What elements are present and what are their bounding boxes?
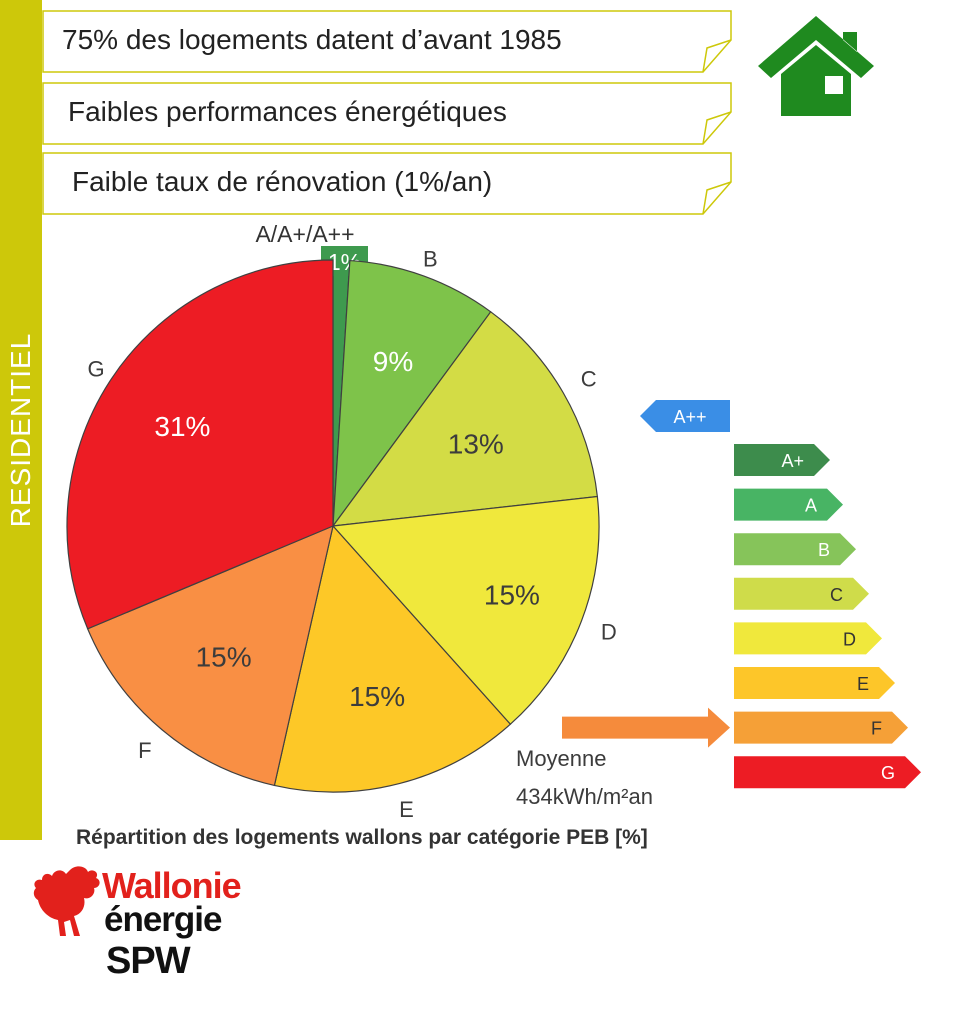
chart-title: Répartition des logements wallons par ca… bbox=[76, 826, 648, 849]
peb-bar-label-d: D bbox=[843, 629, 856, 649]
banner-frame-icon bbox=[42, 152, 732, 215]
peb-bar-label-f: F bbox=[871, 719, 882, 739]
peb-pie-chart: 1%A/A+/A++9%B13%C15%D15%E15%F31%GA++A+AB… bbox=[66, 221, 921, 822]
peb-bar-b bbox=[734, 533, 856, 566]
banner-performance-text: Faibles performances énergétiques bbox=[68, 96, 507, 127]
slice-value-label-c: 13% bbox=[448, 429, 504, 460]
peb-bar-c bbox=[734, 577, 869, 610]
pie-slice-g bbox=[66, 259, 334, 630]
peb-bar-label-a: A+ bbox=[781, 451, 804, 471]
average-value: 434kWh/m²an bbox=[516, 784, 653, 809]
logo-wallonie-text: Wallonie bbox=[102, 865, 242, 906]
peb-bar-a bbox=[734, 444, 830, 476]
average-arrow-icon bbox=[562, 707, 730, 748]
rooster-logo bbox=[33, 866, 100, 936]
slice-name-label-c: C bbox=[581, 366, 597, 391]
banner-age: 75% des logements datent d’avant 1985 bbox=[42, 10, 732, 73]
banner-age-text: 75% des logements datent d’avant 1985 bbox=[62, 24, 562, 55]
slice-name-label-a-a-a: A/A+/A++ bbox=[255, 221, 354, 247]
slice-value-label-f: 15% bbox=[196, 641, 252, 672]
pie-slice-c bbox=[331, 310, 599, 527]
slice-value-label-d: 15% bbox=[484, 579, 540, 610]
peb-bar-label-b: B bbox=[818, 540, 830, 560]
banner-frame-icon bbox=[42, 10, 732, 73]
peb-bar-label-g: G bbox=[881, 763, 895, 783]
average-label: Moyenne bbox=[516, 746, 607, 771]
logo-energie-text: énergie bbox=[104, 900, 222, 939]
peb-bar-d bbox=[734, 622, 882, 655]
peb-bar-g bbox=[734, 756, 921, 789]
peb-bar-label-a: A bbox=[805, 496, 817, 516]
slice-value-label-e: 15% bbox=[349, 681, 405, 712]
peb-bar-e bbox=[734, 667, 895, 699]
slice-name-label-d: D bbox=[601, 619, 617, 644]
pie-slice-f bbox=[86, 524, 334, 787]
slice-value-label-g: 31% bbox=[154, 411, 210, 442]
peb-bar-a bbox=[640, 400, 730, 432]
pie-slice-b bbox=[332, 259, 492, 529]
peb-bar-a bbox=[734, 488, 843, 521]
peb-bar-label-c: C bbox=[830, 585, 843, 605]
slice-name-label-g: G bbox=[87, 356, 104, 381]
pie-slice-e bbox=[273, 524, 512, 793]
peb-bar-f bbox=[734, 711, 908, 744]
banner-performance: Faibles performances énergétiques bbox=[42, 82, 732, 145]
wallonie-energie-logo: Wallonie énergie SPW bbox=[30, 864, 280, 989]
peb-bar-label-a: A++ bbox=[673, 407, 706, 427]
residentiel-sidebar: RESIDENTIEL bbox=[0, 0, 42, 840]
peb-bar-label-e: E bbox=[857, 674, 869, 694]
logo-spw-text: SPW bbox=[106, 940, 191, 982]
slice-name-label-e: E bbox=[399, 797, 414, 822]
slice-name-label-f: F bbox=[138, 738, 151, 763]
banner-renovation: Faible taux de rénovation (1%/an) bbox=[42, 152, 732, 215]
slice-name-label-b: B bbox=[423, 247, 438, 272]
banner-renovation-text: Faible taux de rénovation (1%/an) bbox=[72, 166, 493, 197]
slice-value-label-b: 9% bbox=[373, 346, 413, 377]
pie-slice-d bbox=[331, 495, 600, 726]
banner-frame-icon bbox=[42, 82, 732, 145]
house-icon bbox=[758, 16, 874, 116]
